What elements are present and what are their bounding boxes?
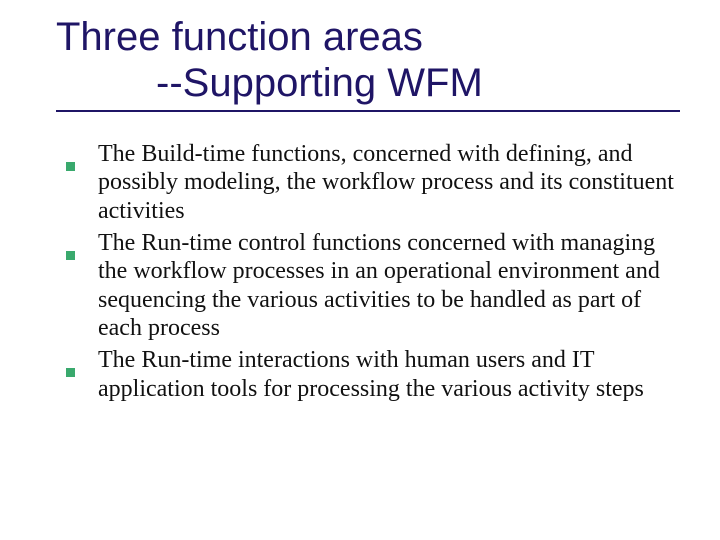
slide-title-line-1: Three function areas <box>56 14 680 60</box>
slide: Three function areas --Supporting WFM Th… <box>0 0 720 540</box>
square-bullet-icon <box>66 239 75 267</box>
square-bullet-icon <box>66 150 75 178</box>
list-item-text: The Build-time functions, concerned with… <box>98 140 680 225</box>
list-item: The Run-time interactions with human use… <box>98 346 680 403</box>
slide-title: Three function areas --Supporting WFM <box>56 14 680 112</box>
list-item: The Build-time functions, concerned with… <box>98 140 680 225</box>
list-item-text: The Run-time interactions with human use… <box>98 346 680 403</box>
bullet-list: The Build-time functions, concerned with… <box>56 140 680 403</box>
square-bullet-icon <box>66 356 75 384</box>
list-item: The Run-time control functions concerned… <box>98 229 680 342</box>
list-item-text: The Run-time control functions concerned… <box>98 229 680 342</box>
slide-title-line-2: --Supporting WFM <box>56 60 680 106</box>
